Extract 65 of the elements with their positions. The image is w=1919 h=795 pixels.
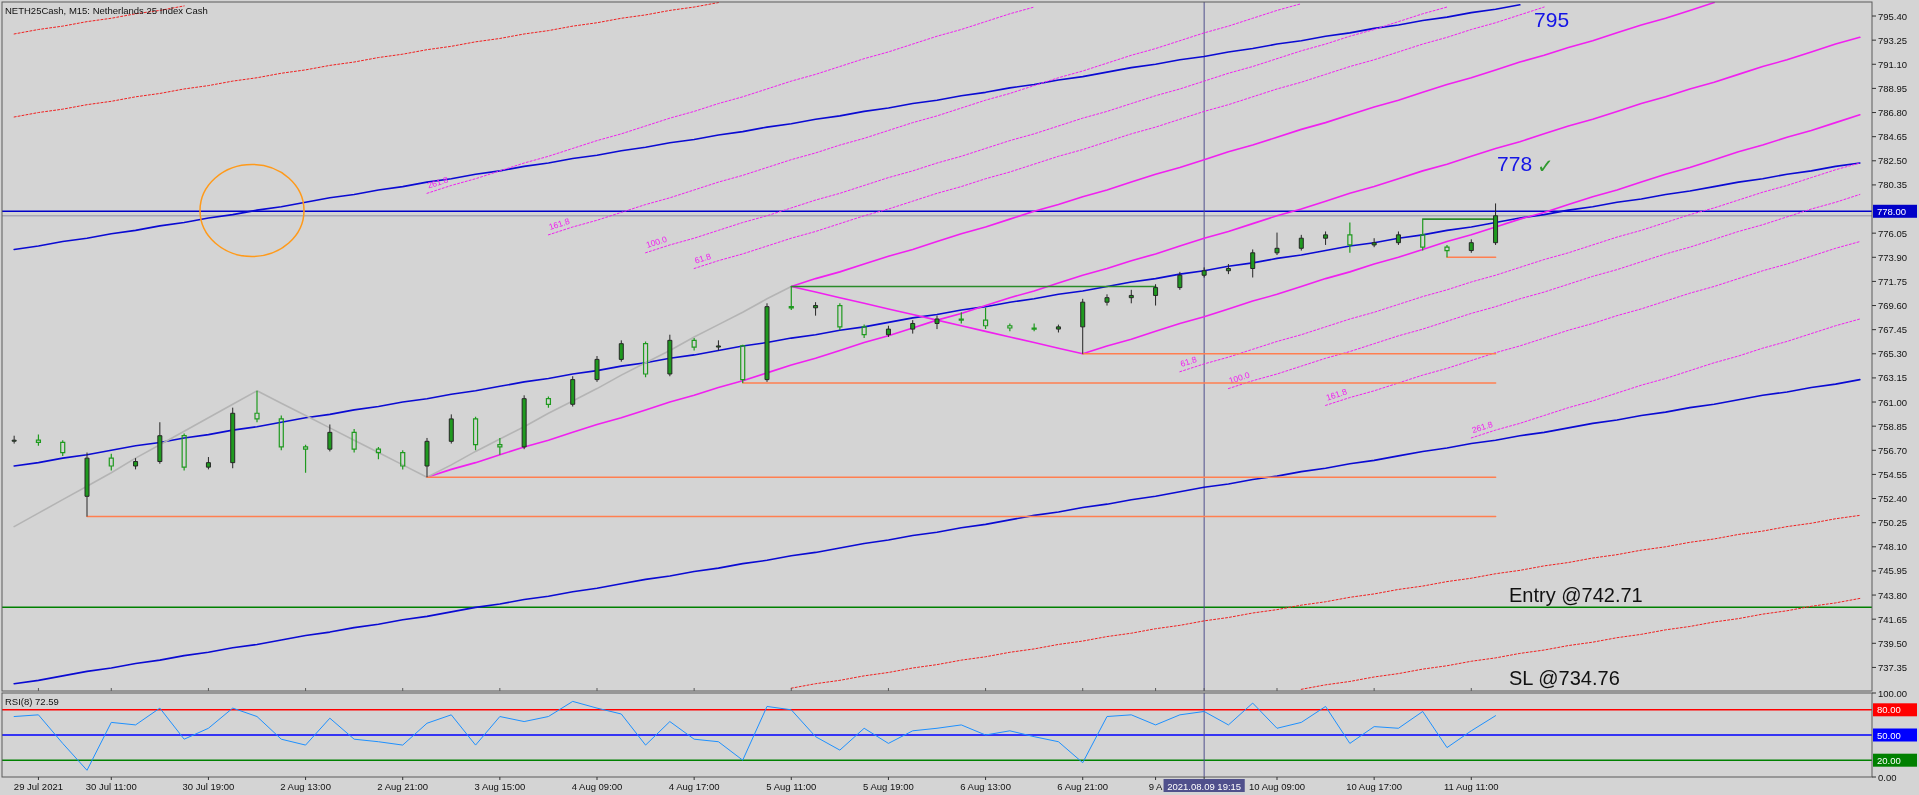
x-tick-label: 2 Aug 13:00 — [280, 780, 331, 792]
text: 100.0 — [644, 233, 669, 250]
y-tick-label: 769.60 — [1878, 300, 1908, 312]
x-tick-label: 5 Aug 19:00 — [863, 780, 914, 792]
text: 61.8 — [1179, 354, 1199, 369]
x-tick-label: 6 Aug 13:00 — [960, 780, 1011, 792]
y-tick-label: 756.70 — [1878, 444, 1908, 456]
annotation: 795 — [1534, 8, 1570, 32]
ref-line-label: 20.00 — [1877, 754, 1901, 766]
y-tick-label: 761.00 — [1878, 396, 1908, 408]
y-tick-label: 791.10 — [1878, 58, 1908, 70]
y-tick-label: 780.35 — [1878, 179, 1908, 191]
text: 61.8 — [693, 250, 713, 266]
y-tick-label: 767.45 — [1878, 324, 1908, 336]
y-tick-label: 752.40 — [1878, 493, 1908, 505]
x-tick-label: 30 Jul 11:00 — [85, 780, 137, 792]
y-tick-label: 795.40 — [1878, 10, 1908, 22]
y-tick-label: 771.75 — [1878, 275, 1908, 287]
y-tick-label: 782.50 — [1878, 155, 1908, 167]
y-tick-label: 0.00 — [1878, 771, 1897, 783]
x-tick-label: 11 Aug 11:00 — [1443, 780, 1499, 792]
text: 161.8 — [547, 215, 572, 233]
x-tick-label: 10 Aug 17:00 — [1346, 780, 1403, 792]
y-tick-label: 743.80 — [1878, 589, 1908, 601]
x-tick-label: 5 Aug 11:00 — [766, 780, 817, 792]
x-tick-label: 9 A — [1148, 780, 1164, 792]
x-tick-label: 4 Aug 17:00 — [668, 780, 720, 792]
ref-line-label: 50.00 — [1877, 729, 1901, 741]
y-tick-label: 754.55 — [1878, 468, 1908, 480]
x-tick-label: 2 Aug 21:00 — [377, 780, 429, 792]
y-tick-label: 763.15 — [1878, 372, 1908, 384]
y-tick-label: 776.05 — [1878, 227, 1908, 239]
x-tick-label: 6 Aug 21:00 — [1057, 780, 1109, 792]
y-tick-label: 750.25 — [1878, 517, 1908, 529]
ref-line-label: 778.00 — [1877, 205, 1907, 217]
y-tick-label: 758.85 — [1878, 420, 1908, 432]
x-tick-label: 3 Aug 15:00 — [474, 780, 526, 792]
y-tick-label: 741.65 — [1878, 613, 1908, 625]
y-tick-label: 737.35 — [1878, 661, 1908, 673]
chart-title: RSI(8) 72.59 — [5, 695, 59, 707]
annotation: SL @734.76 — [1509, 666, 1620, 689]
text: 100.0 — [1227, 369, 1252, 386]
text: 261.8 — [1470, 418, 1495, 436]
x-tick-label: 2021.08.09 19:15 — [1167, 780, 1242, 792]
y-tick-label: 748.10 — [1878, 541, 1908, 553]
annotation: Entry @742.71 — [1509, 584, 1643, 607]
annotation: ✓ — [1537, 154, 1554, 177]
x-tick-label: 4 Aug 09:00 — [571, 780, 623, 792]
x-tick-label: 10 Aug 09:00 — [1249, 780, 1305, 792]
text: 261.8 — [426, 174, 450, 191]
text: 161.8 — [1324, 386, 1349, 403]
chart-title: NETH25Cash, M15: Netherlands 25 Index Cash — [5, 4, 208, 16]
x-tick-label: 29 Jul 2021 — [13, 780, 63, 792]
y-tick-label: 745.95 — [1878, 565, 1908, 577]
y-tick-label: 788.95 — [1878, 82, 1908, 94]
y-tick-label: 786.80 — [1878, 107, 1908, 119]
y-tick-label: 765.30 — [1878, 348, 1908, 360]
y-tick-label: 784.65 — [1878, 131, 1908, 143]
annotation: 778 — [1497, 151, 1533, 175]
y-tick-label: 773.90 — [1878, 251, 1908, 263]
y-tick-label: 739.50 — [1878, 637, 1908, 649]
ref-line-label: 80.00 — [1877, 704, 1901, 716]
x-tick-label: 30 Jul 19:00 — [182, 780, 235, 792]
y-tick-label: 100.00 — [1878, 687, 1908, 699]
y-tick-label: 793.25 — [1878, 34, 1908, 46]
